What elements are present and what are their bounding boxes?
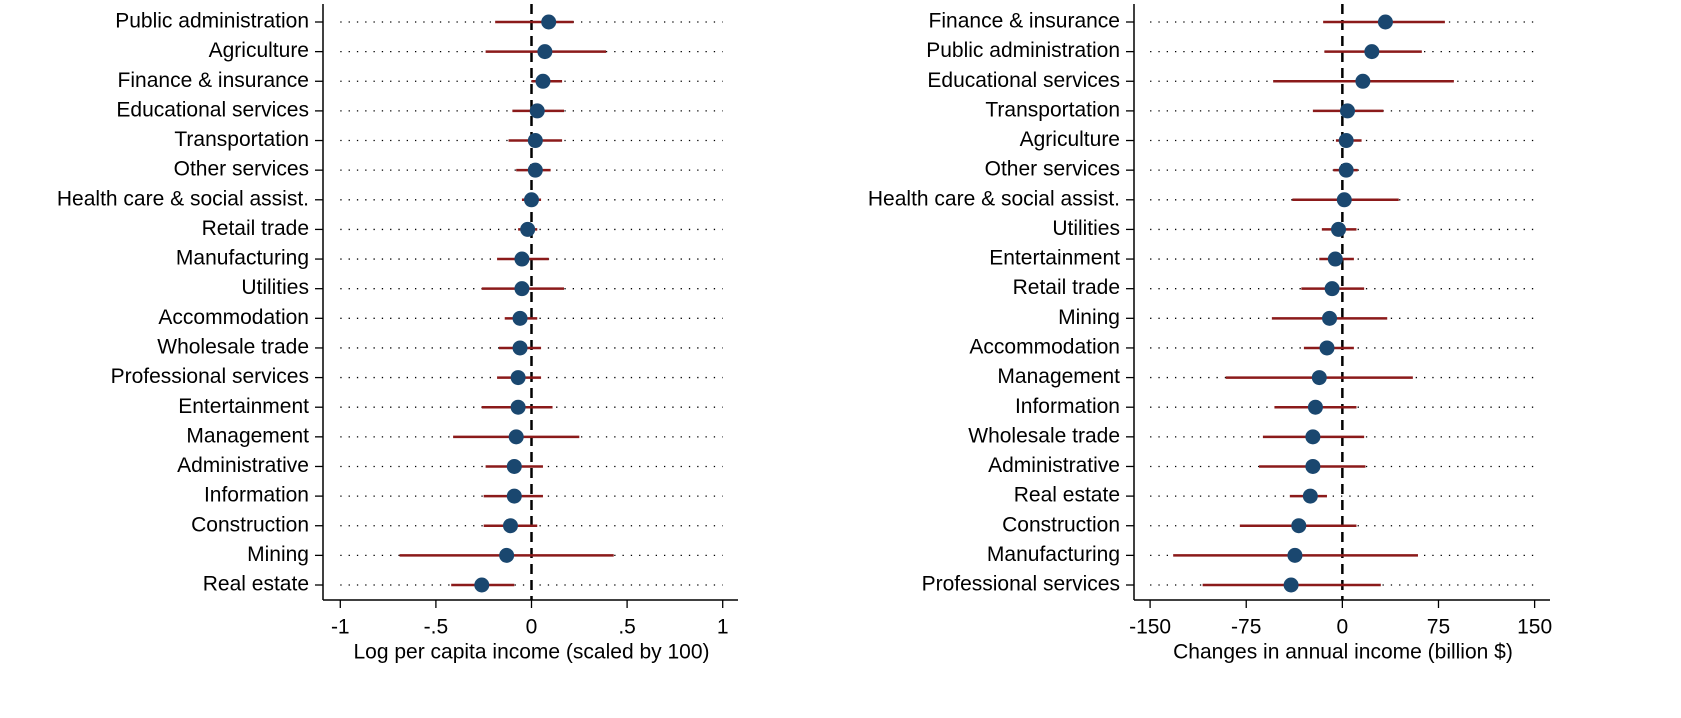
y-tick-label: Administrative — [177, 454, 309, 477]
point-estimate — [529, 103, 545, 119]
y-tick-label: Other services — [985, 158, 1120, 181]
point-estimate — [1319, 340, 1335, 356]
point-estimate — [512, 310, 528, 326]
point-estimate — [524, 192, 539, 208]
point-estimate — [474, 577, 490, 593]
x-tick-label: 150 — [1517, 616, 1552, 639]
point-estimate — [1305, 458, 1321, 474]
y-tick-label: Transportation — [985, 98, 1120, 121]
y-tick-label: Entertainment — [178, 395, 309, 418]
plot-panel: Finance & insurance Public administration… — [868, 4, 1552, 664]
y-tick-label: Health care & social assist. — [868, 187, 1120, 210]
point-estimate — [1302, 488, 1318, 504]
y-tick-label: Mining — [1058, 306, 1120, 329]
point-estimate — [1291, 518, 1307, 534]
y-tick-label: Utilities — [1052, 217, 1120, 240]
y-tick-label: Public administration — [115, 10, 309, 33]
point-estimate — [1311, 370, 1327, 386]
y-tick-label: Agriculture — [209, 39, 309, 62]
point-estimate — [499, 547, 515, 563]
x-tick-label: -1 — [331, 616, 350, 639]
y-tick-label: Manufacturing — [987, 543, 1120, 566]
point-estimate — [1305, 429, 1321, 445]
y-tick-label: Finance & insurance — [118, 69, 309, 92]
point-estimate — [1355, 73, 1371, 89]
y-tick-label: Real estate — [203, 573, 309, 596]
x-tick-label: .5 — [618, 616, 636, 639]
point-estimate — [514, 251, 530, 267]
y-tick-label: Management — [186, 424, 309, 447]
y-tick-label: Educational services — [927, 69, 1120, 92]
y-tick-label: Retail trade — [202, 217, 309, 240]
y-tick-label: Professional services — [922, 573, 1120, 596]
point-estimate — [506, 458, 522, 474]
point-estimate — [1336, 192, 1352, 208]
point-estimate — [537, 44, 553, 60]
point-estimate — [1324, 281, 1340, 297]
y-tick-label: Construction — [191, 513, 309, 536]
x-axis-label: Changes in annual income (billion $) — [1173, 641, 1513, 664]
point-estimate — [1322, 310, 1338, 326]
point-estimate — [520, 221, 536, 237]
y-tick-label: Accommodation — [158, 306, 309, 329]
y-tick-label: Management — [997, 365, 1120, 388]
x-axis-label: Log per capita income (scaled by 100) — [353, 641, 709, 664]
x-tick-label: -75 — [1231, 616, 1261, 639]
point-estimate — [1307, 399, 1323, 415]
y-tick-label: Transportation — [174, 128, 309, 151]
point-estimate — [1331, 221, 1347, 237]
y-tick-label: Administrative — [988, 454, 1120, 477]
point-estimate — [541, 14, 557, 30]
point-estimate — [506, 488, 522, 504]
point-estimate — [1327, 251, 1343, 267]
y-tick-label: Agriculture — [1020, 128, 1120, 151]
point-estimate — [1364, 44, 1380, 60]
y-tick-label: Mining — [247, 543, 309, 566]
point-estimate — [508, 429, 524, 445]
y-tick-label: Wholesale trade — [157, 335, 309, 358]
point-estimate — [1339, 103, 1355, 119]
point-estimate — [510, 370, 526, 386]
x-tick-label: 0 — [1337, 616, 1349, 639]
y-tick-label: Information — [1015, 395, 1120, 418]
y-tick-label: Educational services — [116, 98, 309, 121]
x-tick-label: 75 — [1427, 616, 1450, 639]
point-estimate — [1287, 547, 1303, 563]
x-tick-label: -.5 — [424, 616, 449, 639]
y-tick-label: Professional services — [111, 365, 309, 388]
y-tick-label: Finance & insurance — [929, 10, 1120, 33]
x-tick-label: 0 — [526, 616, 538, 639]
point-estimate — [502, 518, 518, 534]
y-tick-label: Wholesale trade — [968, 424, 1120, 447]
y-tick-label: Utilities — [241, 276, 309, 299]
y-tick-label: Entertainment — [989, 247, 1120, 270]
point-estimate — [512, 340, 528, 356]
y-tick-label: Information — [204, 484, 309, 507]
y-tick-label: Construction — [1002, 513, 1120, 536]
y-tick-label: Health care & social assist. — [57, 187, 309, 210]
point-estimate — [514, 281, 530, 297]
x-tick-label: 1 — [717, 616, 729, 639]
point-estimate — [1338, 133, 1354, 149]
point-estimate — [535, 73, 551, 89]
point-estimate — [527, 133, 543, 149]
x-tick-label: -150 — [1129, 616, 1171, 639]
point-estimate — [1377, 14, 1393, 30]
y-tick-label: Public administration — [926, 39, 1120, 62]
point-estimate — [1283, 577, 1299, 593]
point-estimate — [1338, 162, 1354, 178]
plot-panel: Public administration Agriculture Finance … — [57, 4, 738, 664]
y-tick-label: Retail trade — [1013, 276, 1120, 299]
y-tick-label: Manufacturing — [176, 247, 309, 270]
y-tick-label: Real estate — [1014, 484, 1120, 507]
y-tick-label: Other services — [174, 158, 309, 181]
point-estimate — [510, 399, 526, 415]
y-tick-label: Accommodation — [969, 335, 1120, 358]
point-estimate — [527, 162, 543, 178]
